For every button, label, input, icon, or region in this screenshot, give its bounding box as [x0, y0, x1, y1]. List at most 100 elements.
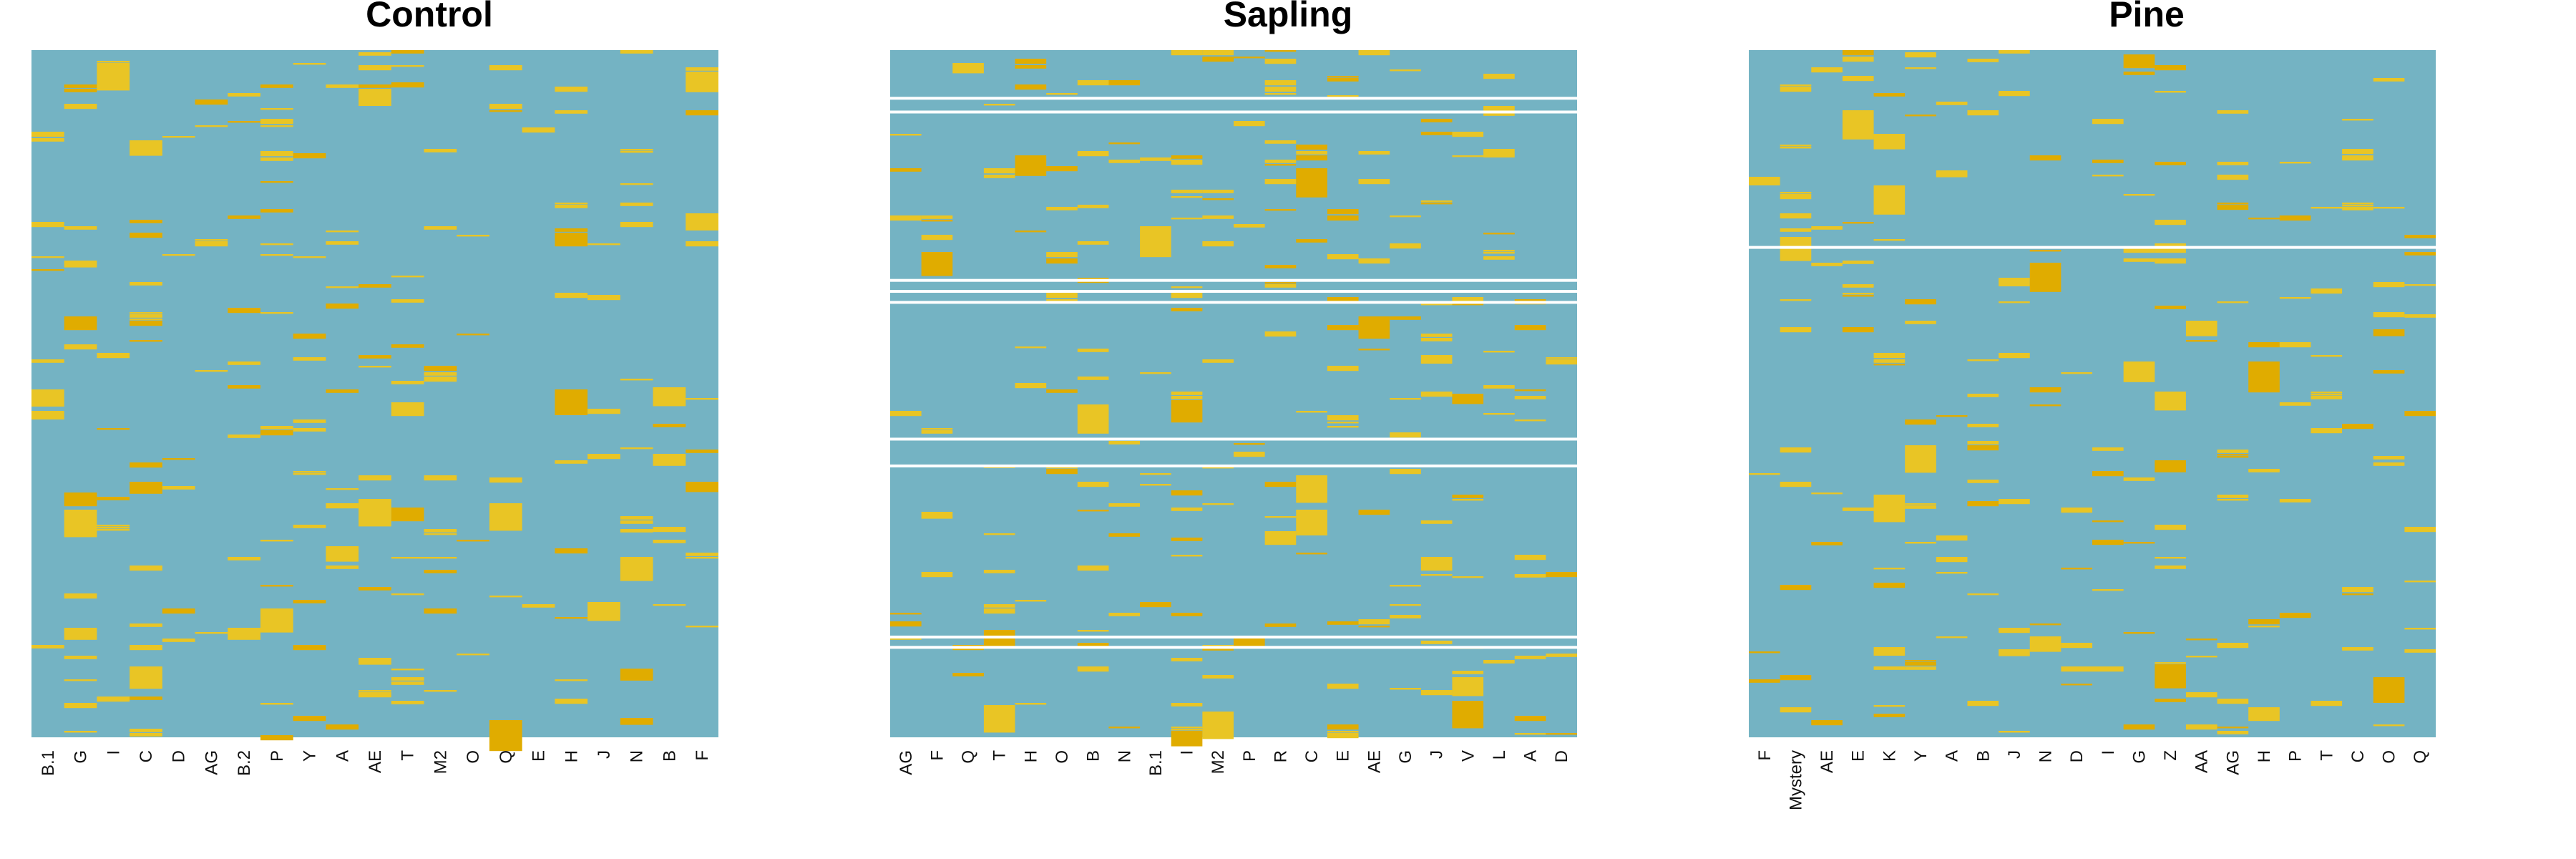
heatmap-cell — [2311, 355, 2343, 357]
heatmap-cell — [555, 699, 588, 704]
heatmap-cell — [1046, 467, 1078, 469]
heatmap-cell — [1327, 215, 1359, 221]
heatmap-cell — [1390, 398, 1421, 400]
heatmap-cell — [1108, 503, 1141, 507]
heatmap-cell — [2342, 424, 2373, 430]
heatmap-cell — [620, 520, 653, 524]
heatmap-cell — [620, 529, 653, 533]
heatmap-cell — [31, 138, 64, 142]
heatmap-cell — [555, 233, 588, 247]
heatmap-cell — [424, 529, 457, 533]
heatmap-cell — [1046, 389, 1078, 393]
heatmap-cell — [1514, 656, 1546, 659]
heatmap-cell — [130, 645, 162, 651]
heatmap-cell — [2217, 205, 2249, 210]
heatmap-cell — [2217, 495, 2249, 498]
heatmap-cell — [686, 241, 718, 247]
heatmap-cell — [1936, 102, 1968, 105]
heatmap-cell — [1905, 542, 1936, 544]
heatmap-cell — [1780, 147, 1812, 149]
heatmap-cell — [130, 340, 162, 342]
heatmap-cell — [2092, 589, 2124, 591]
x-tick-label: E — [1334, 750, 1353, 762]
heatmap-cell — [489, 110, 522, 112]
x-tick-label: P — [1240, 750, 1259, 762]
x-tick-label: AE — [1365, 750, 1384, 773]
heatmap-cell — [1202, 675, 1234, 679]
heatmap-row-gap — [890, 301, 1577, 304]
heatmap-cell — [890, 621, 922, 627]
x-tick-label: A — [1521, 750, 1541, 762]
heatmap-cell — [2404, 411, 2436, 417]
heatmap-cell — [1905, 67, 1936, 69]
heatmap-cell — [2029, 387, 2062, 393]
heatmap-cell — [1264, 531, 1297, 545]
heatmap-cell — [1202, 50, 1234, 56]
heatmap-cell — [64, 703, 97, 709]
heatmap-cell — [489, 104, 522, 110]
heatmap-cell — [326, 503, 359, 509]
heatmap-cell — [260, 430, 293, 436]
heatmap-cell — [31, 256, 64, 258]
heatmap-cell — [1873, 353, 1906, 359]
heatmap-cell — [424, 226, 457, 230]
heatmap-cell — [1452, 499, 1484, 501]
heatmap-cell — [1842, 222, 1874, 224]
heatmap-cell — [921, 428, 953, 430]
heatmap-cell — [1780, 237, 1812, 261]
heatmap-row-gap — [890, 110, 1577, 114]
heatmap-cell — [1358, 510, 1390, 515]
heatmap-cell — [587, 295, 620, 301]
heatmap-cell — [921, 572, 953, 578]
heatmap-cell — [890, 411, 922, 417]
heatmap-cell — [1015, 84, 1047, 90]
heatmap-cell — [457, 334, 489, 336]
heatmap-row-gap — [890, 635, 1577, 639]
x-tick-label: Q — [959, 750, 978, 764]
x-tick-label: C — [1302, 750, 1322, 762]
heatmap-cell — [1842, 261, 1874, 264]
heatmap-cell — [1296, 239, 1327, 243]
heatmap-cell — [358, 690, 391, 692]
heatmap-cell — [424, 608, 457, 614]
heatmap-cell — [1873, 705, 1906, 707]
heatmap-cell — [97, 497, 130, 500]
heatmap-cell — [293, 716, 326, 722]
heatmap-cell — [1842, 508, 1874, 511]
heatmap-cell — [620, 149, 653, 151]
heatmap-cell — [2155, 91, 2186, 93]
x-tick-label: J — [2005, 750, 2024, 759]
heatmap-cell — [424, 533, 457, 535]
heatmap-cell — [1483, 351, 1515, 353]
heatmap-cell — [130, 733, 162, 737]
heatmap-cell — [358, 84, 391, 88]
heatmap-cell — [260, 426, 293, 430]
heatmap-cell — [1749, 177, 1780, 185]
heatmap-cell — [921, 252, 953, 276]
heatmap-cell — [293, 525, 326, 528]
heatmap-cell — [2342, 119, 2373, 121]
heatmap-cell — [391, 508, 424, 522]
heatmap-cell — [2092, 540, 2124, 545]
heatmap-cell — [391, 299, 424, 303]
heatmap-cell — [1202, 645, 1234, 647]
heatmap-cell — [31, 411, 64, 419]
heatmap-cell — [64, 593, 97, 599]
heatmap-cell — [1967, 59, 1999, 62]
heatmap-cell — [1171, 155, 1203, 159]
heatmap-cell — [1108, 727, 1141, 729]
heatmap-cell — [1077, 566, 1109, 571]
heatmap-cell — [1358, 50, 1390, 56]
heatmap-row-gap — [890, 646, 1577, 649]
heatmap-cell — [1780, 87, 1812, 92]
heatmap-cell — [1546, 572, 1577, 578]
heatmap-cell — [1202, 503, 1234, 505]
heatmap-cell — [1999, 301, 2030, 304]
heatmap-cell — [2155, 699, 2186, 702]
heatmap-cell — [1390, 585, 1421, 587]
heatmap-cell — [293, 600, 326, 603]
heatmap-cell — [1967, 445, 1999, 451]
heatmap-cell — [2217, 110, 2249, 114]
heatmap-cell — [260, 108, 293, 110]
heatmap-cell — [391, 701, 424, 704]
